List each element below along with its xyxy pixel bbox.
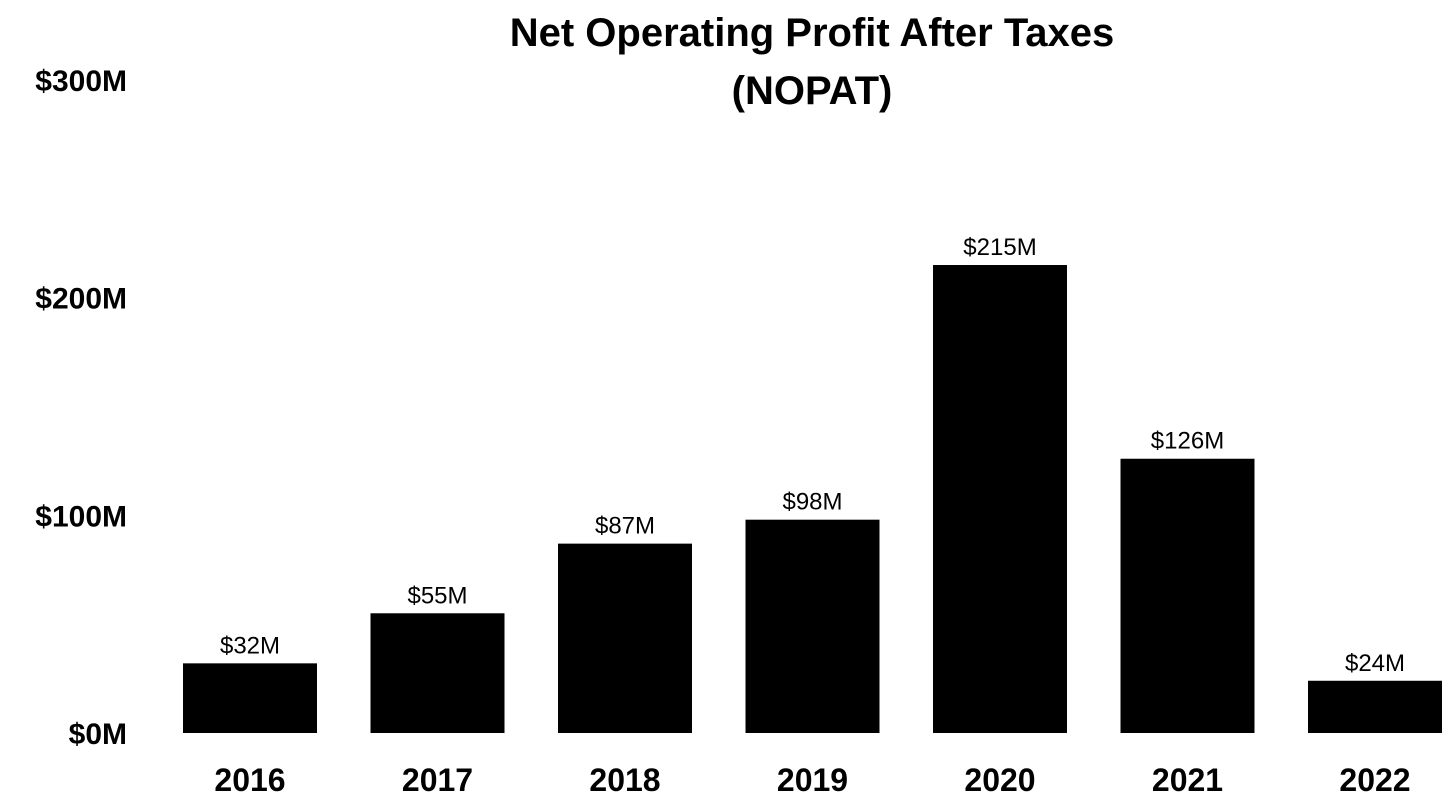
x-tick-label-2016: 2016	[214, 762, 285, 798]
data-label-2017: $55M	[407, 582, 467, 609]
data-label-2019: $98M	[782, 489, 842, 516]
x-tick-label-2018: 2018	[589, 762, 660, 798]
chart-title-line-2: (NOPAT)	[732, 69, 893, 113]
x-tick-label-2017: 2017	[402, 762, 473, 798]
x-tick-label-2020: 2020	[964, 762, 1035, 798]
data-label-2022: $24M	[1345, 650, 1405, 677]
bar-series	[183, 265, 1442, 733]
chart-title: Net Operating Profit After Taxes (NOPAT)	[510, 11, 1115, 113]
y-tick-label: $200M	[35, 283, 127, 316]
chart-title-line-1: Net Operating Profit After Taxes	[510, 11, 1115, 55]
data-label-2020: $215M	[963, 234, 1036, 261]
bar-2022	[1308, 680, 1442, 733]
data-label-2016: $32M	[220, 632, 280, 659]
data-label-2018: $87M	[595, 513, 655, 540]
y-tick-label: $100M	[35, 500, 127, 533]
x-axis-tick-labels: 2016 2017 2018 2019 2020 2021 2022	[214, 762, 1410, 798]
bar-data-labels: $32M $55M $87M $98M $215M $126M $24M	[220, 234, 1405, 677]
y-axis-tick-labels: $0M $100M $200M $300M	[35, 65, 127, 751]
bar-2018	[558, 543, 692, 733]
bar-2020	[933, 265, 1067, 733]
bar-2019	[745, 519, 880, 733]
x-tick-label-2022: 2022	[1339, 762, 1410, 798]
bar-2021	[1120, 458, 1255, 733]
y-tick-label: $0M	[69, 718, 127, 751]
y-tick-label: $300M	[35, 65, 127, 98]
bar-2016	[183, 663, 317, 733]
x-tick-label-2019: 2019	[777, 762, 848, 798]
data-label-2021: $126M	[1151, 428, 1224, 455]
bar-2017	[370, 613, 505, 733]
x-tick-label-2021: 2021	[1152, 762, 1223, 798]
